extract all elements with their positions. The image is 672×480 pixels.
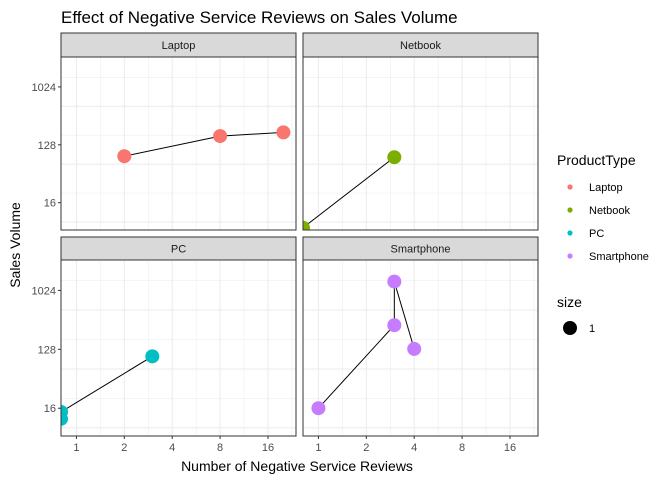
panel-background	[61, 260, 296, 436]
x-tick-label: 1	[73, 442, 79, 454]
facet-strip-label: Laptop	[162, 40, 196, 52]
panel-background	[303, 57, 538, 230]
data-point	[303, 220, 310, 230]
x-tick-label: 8	[217, 442, 223, 454]
legend-key-size	[563, 321, 577, 335]
x-tick-label: 4	[169, 442, 175, 454]
y-tick-label: 1024	[32, 82, 56, 94]
x-tick-label: 1	[315, 442, 321, 454]
x-axis-title: Number of Negative Service Reviews	[181, 458, 413, 474]
panel-border	[60, 259, 297, 437]
series-smartphone	[311, 274, 422, 416]
legend-key-netbook	[567, 207, 573, 213]
data-point	[407, 341, 422, 356]
facet-strip	[302, 32, 539, 58]
data-point	[387, 318, 402, 333]
facet-pc: PC	[60, 236, 297, 437]
legend-label-smartphone: Smartphone	[589, 251, 649, 263]
x-tick-label: 2	[121, 442, 127, 454]
data-point	[213, 129, 228, 144]
grid-lines	[303, 260, 538, 436]
data-point	[61, 405, 68, 420]
data-point	[387, 150, 402, 165]
y-tick-label: 128	[38, 140, 56, 152]
data-point	[145, 349, 160, 364]
panel-border	[302, 259, 539, 437]
series-line	[61, 355, 153, 419]
facet-laptop: Laptop	[60, 32, 297, 231]
data-point	[276, 125, 291, 140]
legend-label-size: 1	[589, 323, 595, 335]
x-tick-label: 2	[363, 442, 369, 454]
grid-lines	[61, 260, 296, 436]
y-tick-label: 16	[44, 198, 56, 210]
x-axis: 1 2 4 8 16 1 2 4 8 16	[73, 436, 516, 454]
legend-key-laptop	[567, 184, 573, 190]
y-axis: 16 128 1024 16 128 1024	[32, 82, 61, 415]
chart-title: Effect of Negative Service Reviews on Sa…	[61, 8, 458, 27]
legend-title-producttype: ProductType	[557, 152, 636, 168]
panel-background	[61, 57, 296, 230]
series-line	[318, 281, 415, 409]
facet-strip	[60, 32, 297, 58]
legend-label-pc: PC	[589, 228, 604, 240]
data-point	[311, 401, 326, 416]
series-laptop	[117, 125, 291, 164]
series-line	[303, 156, 395, 229]
facet-strip-label: Netbook	[400, 40, 441, 52]
panel-border	[302, 56, 539, 231]
grid-lines	[303, 57, 538, 230]
facet-strip-label: Smartphone	[391, 244, 451, 256]
legend-label-netbook: Netbook	[589, 205, 630, 217]
grid-lines	[61, 57, 296, 230]
x-tick-label: 16	[504, 442, 516, 454]
legend-title-size: size	[557, 294, 582, 310]
panel-border	[60, 56, 297, 231]
legend-key-pc	[567, 230, 573, 236]
legend: ProductType Laptop Netbook PC Smartphone size…	[557, 152, 649, 335]
y-tick-label: 16	[44, 403, 56, 415]
facet-netbook: Netbook	[302, 32, 539, 231]
data-point	[117, 149, 132, 164]
series-pc	[61, 349, 160, 426]
x-tick-label: 16	[262, 442, 274, 454]
legend-label-laptop: Laptop	[589, 182, 623, 194]
data-point	[387, 274, 402, 289]
series-netbook	[303, 150, 402, 230]
facet-smartphone: Smartphone	[302, 236, 539, 437]
y-tick-label: 1024	[32, 285, 56, 297]
x-tick-label: 4	[411, 442, 417, 454]
y-axis-title: Sales Volume	[7, 202, 23, 288]
legend-key-smartphone	[567, 253, 573, 259]
y-tick-label: 128	[38, 344, 56, 356]
facet-strip-label: PC	[171, 244, 186, 256]
facet-panels: Laptop Netbook PC Smartphone	[60, 32, 539, 437]
x-tick-label: 8	[459, 442, 465, 454]
